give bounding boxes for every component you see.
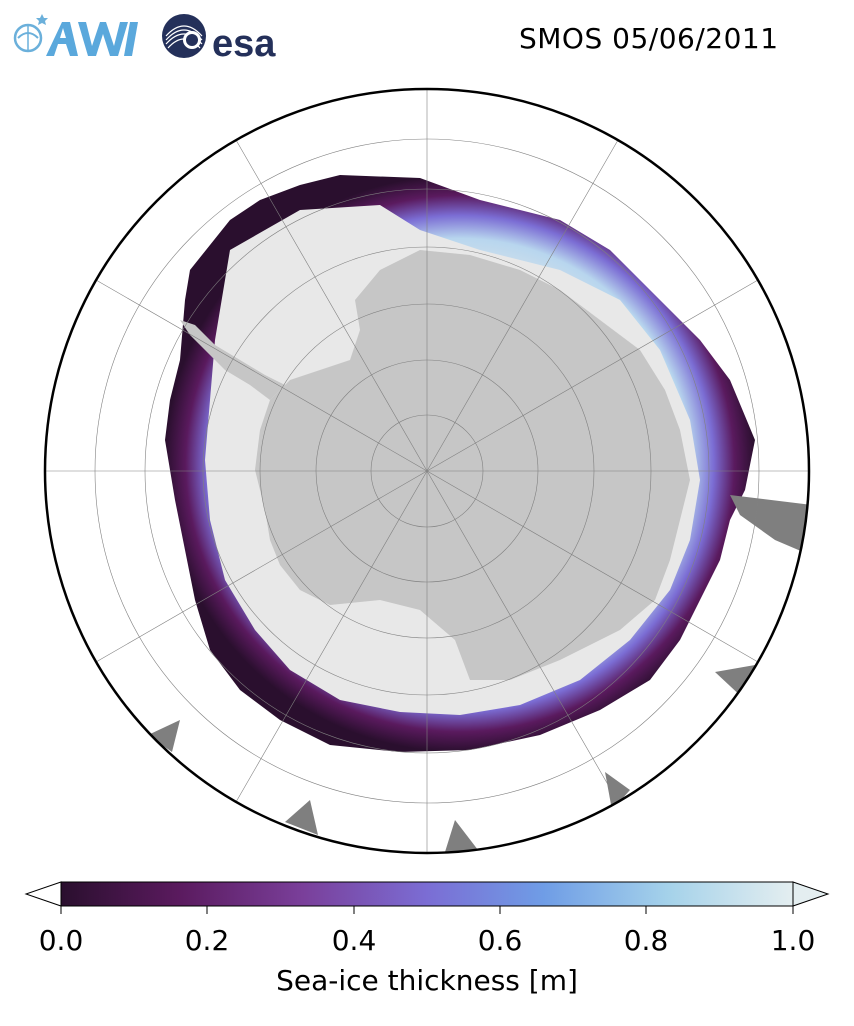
meridian-lines (45, 89, 809, 853)
antarctica-land (255, 250, 690, 680)
map-title: SMOS 05/06/2011 (519, 22, 779, 55)
colorbar-tick-label: 1.0 (770, 924, 816, 957)
parallel-circles (94, 138, 760, 804)
colorbar-tick-label: 0.6 (477, 924, 523, 957)
colorbar-tick-label: 0.4 (331, 924, 377, 957)
mask-south-1 (605, 772, 630, 810)
colorbar-gradient (60, 881, 794, 907)
colorbar (24, 881, 830, 914)
colorbar-extend-min (24, 881, 62, 907)
awi-logo (13, 14, 138, 56)
esa-logo-text: esa (212, 23, 276, 65)
esa-logo: esa (162, 14, 276, 65)
colorbar-tick-marks (60, 906, 794, 914)
logos: esa (6, 6, 306, 66)
colorbar-extend-max (792, 881, 830, 907)
mask-southwest (285, 800, 318, 835)
colorbar-tick-label: 0.8 (623, 924, 669, 957)
colorbar-tick-label: 0.2 (184, 924, 230, 957)
mask-west (148, 720, 180, 752)
map-boundary (43, 87, 811, 855)
colorbar-tick-label: 0.0 (38, 924, 84, 957)
mask-south-2 (445, 820, 478, 852)
sea-ice-map (43, 87, 811, 855)
mask-east (730, 495, 809, 555)
colorbar-label: Sea-ice thickness [m] (276, 964, 578, 997)
